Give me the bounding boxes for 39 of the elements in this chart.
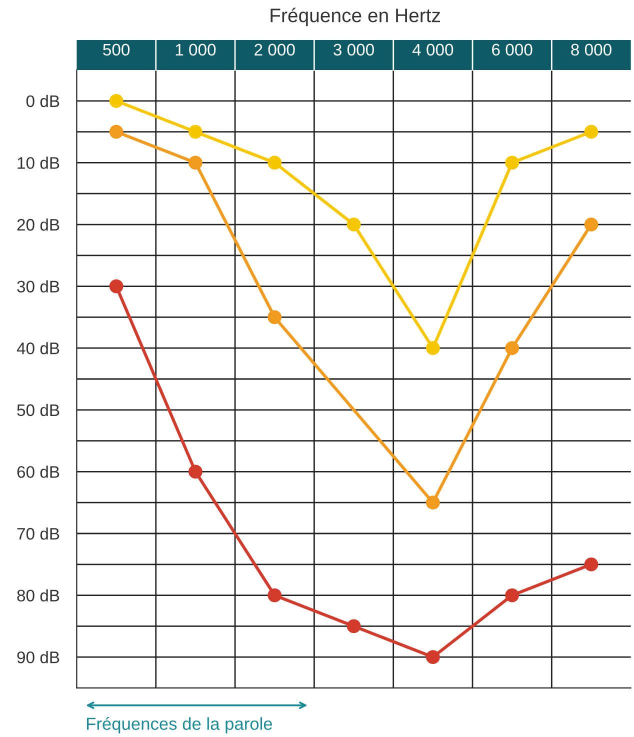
x-tick-label: 1 000	[176, 44, 216, 56]
y-tick-label: 40 dB	[16, 342, 60, 354]
y-tick-label: 60 dB	[17, 466, 60, 478]
y-tick-label: 70 dB	[17, 527, 60, 540]
point	[109, 94, 124, 108]
point	[346, 619, 361, 634]
x-tick-label: 3 000	[334, 44, 374, 56]
point	[505, 341, 520, 356]
point	[188, 156, 202, 170]
text: Fréquences de la parole	[87, 717, 272, 734]
point	[426, 496, 440, 510]
point	[505, 156, 520, 170]
point	[268, 310, 282, 324]
point	[584, 124, 598, 139]
y-tick-label: 90 dB	[17, 651, 60, 664]
chart-title: Fréquence en Hertz	[270, 8, 440, 26]
point	[346, 218, 361, 232]
point	[426, 650, 440, 664]
point	[268, 588, 282, 602]
point	[109, 124, 124, 139]
point	[268, 156, 282, 170]
point	[188, 124, 202, 139]
x-tick-label: 500	[103, 44, 130, 56]
y-tick-label: 50 dB	[17, 404, 60, 416]
y-tick-label: 10 dB	[18, 156, 60, 169]
point	[584, 557, 598, 572]
y-tick-label: 0 dB	[26, 94, 60, 108]
point	[188, 464, 202, 479]
point	[584, 218, 598, 232]
y-tick-label: 80 dB	[17, 589, 60, 602]
y-tick-label: 20 dB	[17, 218, 60, 231]
x-tick-label: 2 000	[254, 44, 295, 56]
x-tick-label: 8 000	[571, 44, 612, 56]
point	[426, 341, 440, 356]
y-tick-label: 30 dB	[17, 280, 60, 293]
point	[109, 279, 124, 294]
x-tick-label: 4 000	[412, 44, 454, 56]
point	[505, 588, 520, 602]
x-tick-label: 6 000	[492, 44, 532, 56]
